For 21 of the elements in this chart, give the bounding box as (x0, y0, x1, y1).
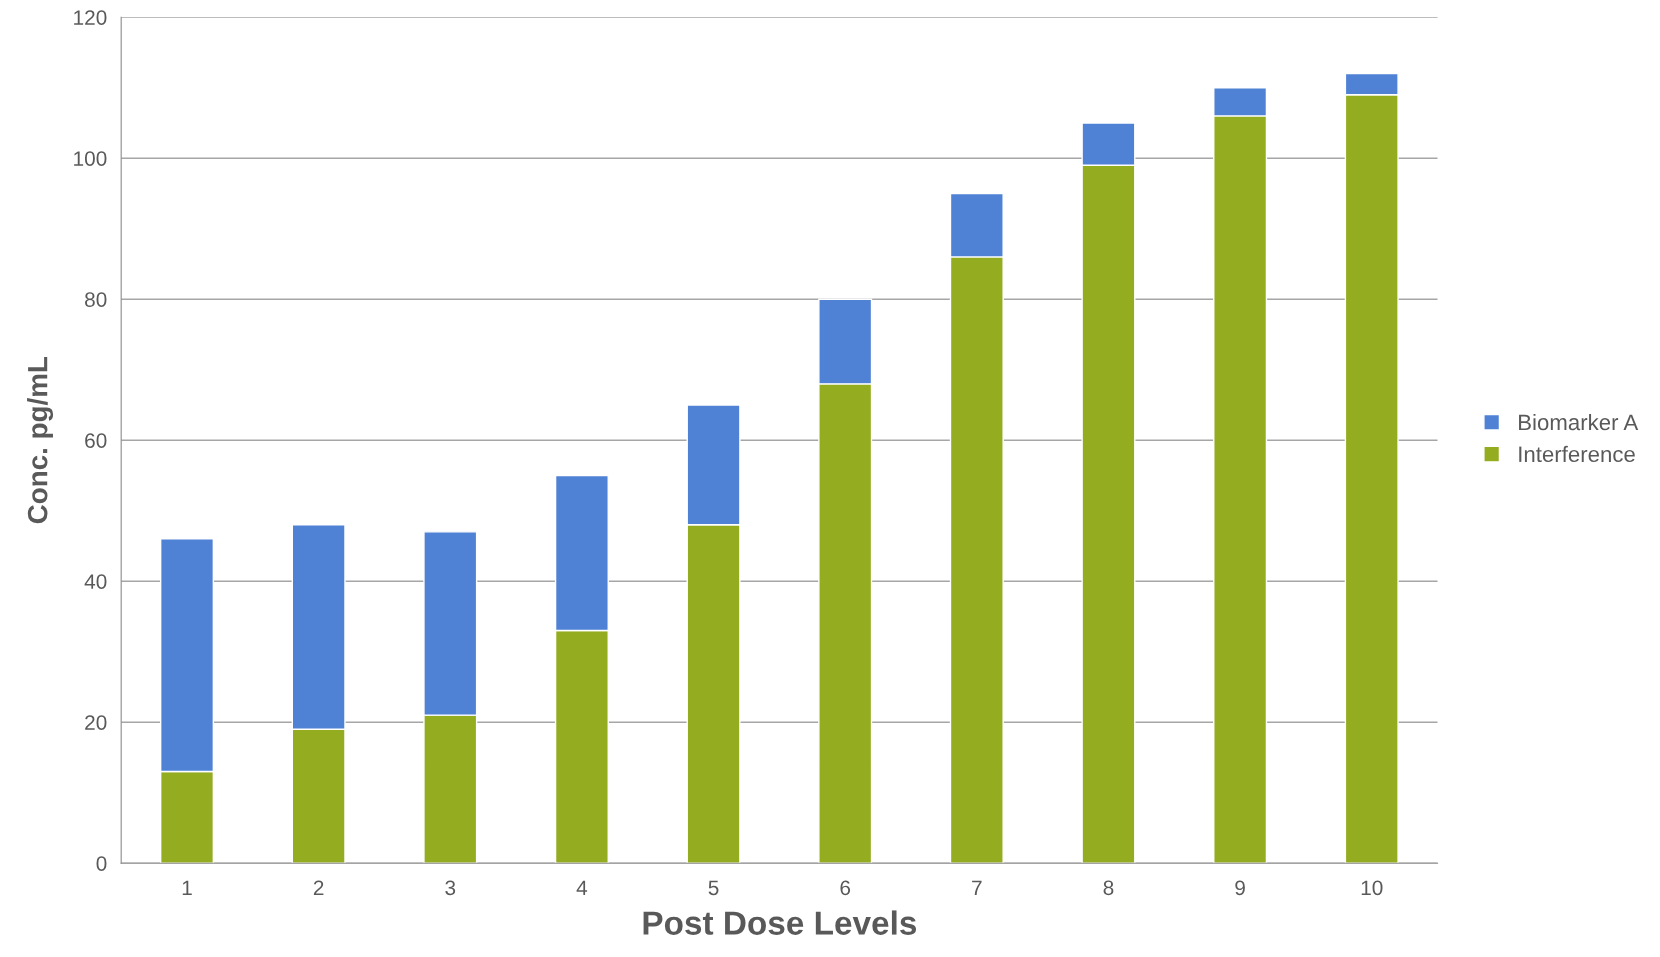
x-tick-label: 5 (708, 880, 719, 896)
y-tick-label: 40 (84, 574, 107, 589)
legend-label: Interference (1519, 445, 1635, 463)
x-tick-label: 3 (445, 880, 456, 896)
y-tick-label: 120 (74, 10, 107, 25)
legend-label: Biomarker A (1519, 413, 1639, 431)
y-tick-label: 20 (85, 715, 107, 730)
x-tick-label: 2 (313, 880, 324, 895)
x-tick-label: 9 (1235, 880, 1245, 896)
y-tick-label: 0 (96, 856, 107, 871)
x-axis-title: Post Dose Levels (643, 910, 917, 935)
x-tick-label: 10 (1361, 880, 1383, 896)
y-tick-label: 100 (74, 151, 107, 166)
x-tick-label: 6 (840, 880, 851, 896)
x-tick-label: 4 (576, 880, 588, 895)
x-tick-label: 7 (972, 880, 982, 895)
x-tick-label: 8 (1103, 880, 1114, 896)
x-tick-label: 1 (182, 880, 192, 895)
y-axis-title: Conc. pg/mL (27, 356, 54, 524)
y-tick-label: 60 (85, 433, 107, 448)
y-tick-label: 80 (85, 292, 107, 307)
